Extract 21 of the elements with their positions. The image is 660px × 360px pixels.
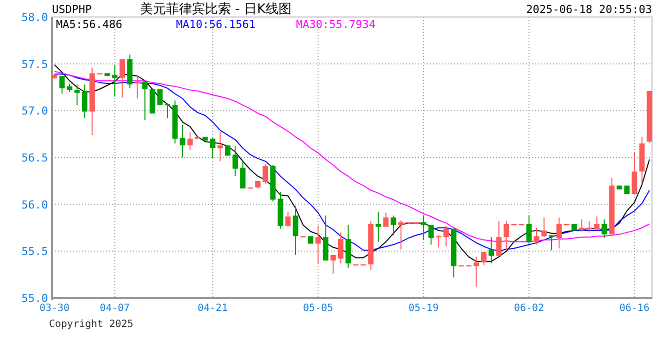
y-tick-label: 57.5 (22, 58, 48, 71)
y-tick-label: 55.5 (22, 245, 48, 258)
x-tick-label: 04-07 (100, 303, 130, 314)
chart-title: 美元菲律宾比索 - 日K线图 (140, 1, 292, 17)
text: USDPHP (52, 3, 92, 16)
x-tick-label: 05-05 (303, 303, 334, 314)
x-tick-label: 05-19 (408, 303, 439, 314)
y-tick-label: 57.0 (22, 104, 48, 118)
x-tick-label: 03-30 (39, 303, 70, 314)
text: MA10:56.1561 (176, 18, 256, 31)
x-tick-label: 06-16 (619, 303, 650, 314)
text: Copyright 2025 (49, 319, 134, 330)
y-tick-label: 55.0 (22, 292, 48, 305)
text: MA5:56.486 (56, 18, 122, 31)
y-tick-label: 56.0 (22, 198, 48, 212)
y-tick-label: 56.5 (22, 152, 48, 164)
x-tick-label: 06-02 (514, 303, 544, 314)
x-tick-label: 04-21 (198, 303, 228, 314)
text: MA30:55.7934 (296, 18, 376, 31)
y-tick-label: 58.0 (22, 11, 48, 24)
text: 2025-06-18 20:55:03 (526, 3, 652, 16)
